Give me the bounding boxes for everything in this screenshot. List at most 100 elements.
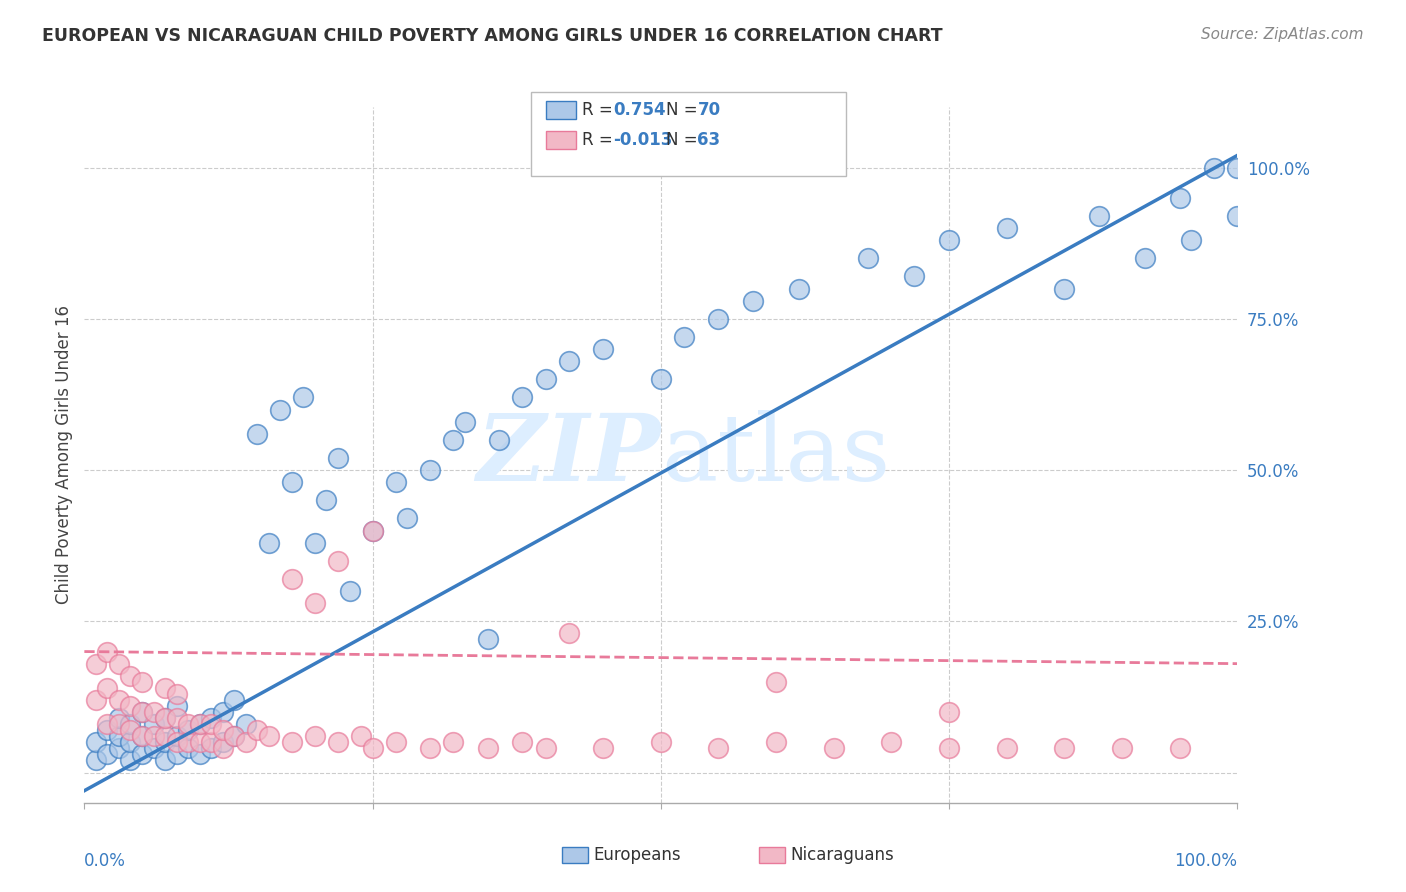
Point <box>211 723 233 738</box>
Point <box>200 741 222 756</box>
Text: N =: N = <box>666 101 703 119</box>
Point <box>177 741 200 756</box>
Point <box>292 391 315 405</box>
Point <box>131 747 153 762</box>
Point <box>938 705 960 719</box>
Point <box>188 717 211 731</box>
Point <box>304 729 326 743</box>
Text: 63: 63 <box>697 131 720 149</box>
Point <box>592 342 614 356</box>
Point <box>1111 741 1133 756</box>
Point <box>304 535 326 549</box>
Point <box>246 723 269 738</box>
Point <box>211 741 233 756</box>
Point <box>120 698 142 713</box>
Point <box>200 735 222 749</box>
Point <box>166 687 188 701</box>
Point <box>488 433 510 447</box>
Point <box>304 596 326 610</box>
Point <box>1168 741 1191 756</box>
Point <box>1226 161 1249 175</box>
Point <box>534 741 557 756</box>
Point <box>557 626 579 640</box>
Point <box>108 717 131 731</box>
Point <box>96 747 118 762</box>
Point <box>281 475 304 490</box>
Point <box>153 735 176 749</box>
Point <box>142 741 165 756</box>
Point <box>108 711 131 725</box>
Point <box>142 705 165 719</box>
Point <box>396 511 419 525</box>
Text: 100.0%: 100.0% <box>1174 852 1237 870</box>
Point <box>84 754 107 768</box>
Point <box>166 729 188 743</box>
Point <box>257 729 280 743</box>
Point <box>96 681 118 695</box>
Point <box>995 741 1018 756</box>
Point <box>707 741 730 756</box>
Point <box>281 572 304 586</box>
Point <box>131 729 153 743</box>
Point <box>512 391 534 405</box>
Point <box>281 735 304 749</box>
Text: Europeans: Europeans <box>593 846 681 863</box>
Point <box>1053 741 1076 756</box>
Point <box>361 524 384 538</box>
Point <box>350 729 373 743</box>
Point <box>131 705 153 719</box>
Point <box>326 450 349 465</box>
Point <box>142 717 165 731</box>
Point <box>108 741 131 756</box>
Point <box>108 729 131 743</box>
Point <box>153 729 176 743</box>
Point <box>257 535 280 549</box>
Text: N =: N = <box>666 131 703 149</box>
Point <box>120 717 142 731</box>
Text: Source: ZipAtlas.com: Source: ZipAtlas.com <box>1201 27 1364 42</box>
Point <box>200 711 222 725</box>
Point <box>858 252 880 266</box>
Point <box>188 747 211 762</box>
Point <box>823 741 845 756</box>
Point <box>765 735 787 749</box>
Point <box>361 741 384 756</box>
Point <box>177 717 200 731</box>
Text: atlas: atlas <box>661 410 890 500</box>
Point <box>224 729 246 743</box>
Point <box>650 372 672 386</box>
Text: -0.013: -0.013 <box>613 131 672 149</box>
Text: 0.0%: 0.0% <box>84 852 127 870</box>
Point <box>650 735 672 749</box>
Point <box>96 644 118 658</box>
Point <box>477 632 499 647</box>
Point <box>1088 209 1111 223</box>
Point <box>153 711 176 725</box>
Point <box>995 221 1018 235</box>
Point <box>200 717 222 731</box>
Point <box>1226 209 1249 223</box>
Text: 70: 70 <box>697 101 720 119</box>
Point <box>441 433 464 447</box>
Point <box>153 681 176 695</box>
Point <box>224 693 246 707</box>
Point <box>938 233 960 247</box>
Point <box>84 657 107 671</box>
Point <box>84 693 107 707</box>
Point <box>131 729 153 743</box>
Point <box>131 705 153 719</box>
Point <box>166 735 188 749</box>
Point <box>534 372 557 386</box>
Point <box>765 674 787 689</box>
Point <box>384 735 406 749</box>
Point <box>142 729 165 743</box>
Text: 0.754: 0.754 <box>613 101 665 119</box>
Point <box>153 711 176 725</box>
Point <box>361 524 384 538</box>
Point <box>419 463 441 477</box>
Text: ZIP: ZIP <box>477 410 661 500</box>
Point <box>269 402 291 417</box>
Point <box>1053 281 1076 295</box>
Point <box>120 735 142 749</box>
Point <box>1133 252 1156 266</box>
